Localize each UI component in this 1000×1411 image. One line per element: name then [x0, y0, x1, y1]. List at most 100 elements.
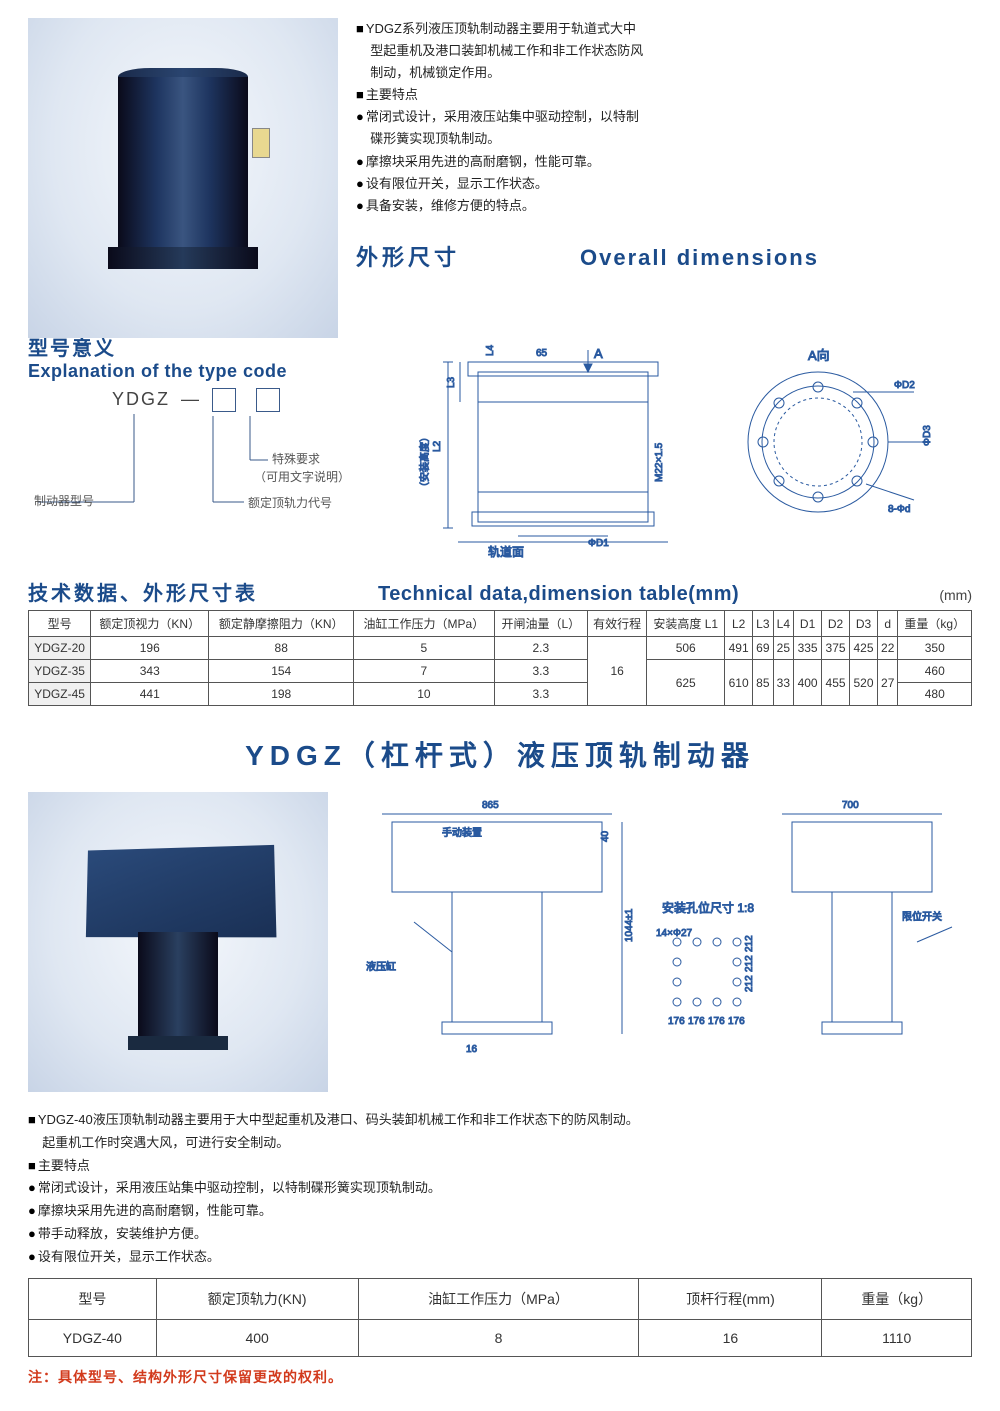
product-photo-2: [28, 792, 328, 1092]
cell: 455: [822, 660, 850, 706]
cell: 425: [850, 637, 878, 660]
top-section: YDGZ系列液压顶轨制动器主要用于轨道式大中 型起重机及港口装卸机械工作和非工作…: [0, 0, 1000, 338]
th: 有效行程: [588, 611, 647, 637]
table-header-row: 型号 额定顶视力（KN） 额定静摩擦阻力（KN） 油缸工作压力（MPa） 开闸油…: [29, 611, 972, 637]
th: 额定顶轨力(KN): [156, 1279, 358, 1320]
table-header-row: 型号 额定顶轨力(KN) 油缸工作压力（MPa） 顶杆行程(mm) 重量（kg）: [29, 1279, 972, 1320]
section2-row: 865 手动装置 液压缸 1044±1 40 16 安装孔位尺寸 1:8: [0, 792, 1000, 1095]
svg-text:L2: L2: [432, 440, 443, 452]
th: L3: [753, 611, 774, 637]
cell: 88: [209, 637, 354, 660]
lbl-special1: 特殊要求: [272, 450, 320, 467]
cell: 16: [639, 1320, 822, 1357]
svg-text:ΦD2: ΦD2: [894, 380, 915, 391]
th: L4: [773, 611, 794, 637]
intro-line: 型起重机及港口装卸机械工作和非工作状态防风: [356, 40, 972, 62]
th: 重量（kg）: [898, 611, 972, 637]
svg-text:（安装高度）: （安装高度）: [418, 432, 431, 492]
svg-text:限位开关: 限位开关: [902, 910, 942, 923]
engineering-drawing-2: 865 手动装置 液压缸 1044±1 40 16 安装孔位尺寸 1:8: [342, 792, 962, 1095]
tech-title-en: Technical data,dimension table(mm): [378, 583, 739, 606]
cell: 25: [773, 637, 794, 660]
svg-text:700: 700: [842, 800, 859, 811]
cell: 400: [794, 660, 822, 706]
svg-text:液压缸: 液压缸: [366, 960, 396, 973]
svg-text:安装孔位尺寸 1:8: 安装孔位尺寸 1:8: [662, 900, 754, 915]
dim-title-en: Overall dimensions: [580, 239, 819, 276]
cell: 22: [877, 637, 898, 660]
cell: 7: [354, 660, 494, 683]
svg-text:ΦD3: ΦD3: [922, 425, 933, 446]
cell: 3.3: [494, 683, 588, 706]
svg-text:212: 212: [744, 935, 755, 952]
cell: 375: [822, 637, 850, 660]
cell: 198: [209, 683, 354, 706]
cell: 69: [753, 637, 774, 660]
cell: 27: [877, 660, 898, 706]
product-photo-1: [28, 18, 338, 338]
th: L2: [725, 611, 753, 637]
svg-text:L3: L3: [446, 376, 457, 388]
th: 额定静摩擦阻力（KN）: [209, 611, 354, 637]
feature: 设有限位开关，显示工作状态。: [356, 173, 972, 195]
tech-header-row: 技术数据、外形尺寸表 Technical data,dimension tabl…: [0, 565, 1000, 610]
cell: YDGZ-35: [29, 660, 91, 683]
cell: 350: [898, 637, 972, 660]
table-row: YDGZ-40 400 8 16 1110: [29, 1320, 972, 1357]
svg-text:865: 865: [482, 800, 499, 811]
tech-title-zh: 技术数据、外形尺寸表: [28, 577, 258, 606]
table-row: YDGZ-20 196 88 5 2.3 16 506 491 69 25 33…: [29, 637, 972, 660]
svg-text:176: 176: [688, 1016, 705, 1027]
cell: 400: [156, 1320, 358, 1357]
svg-text:65: 65: [536, 348, 548, 359]
lbl-brake: 制动器型号: [34, 492, 94, 509]
cell: 480: [898, 683, 972, 706]
svg-text:176: 176: [728, 1016, 745, 1027]
th: d: [877, 611, 898, 637]
cell: 520: [850, 660, 878, 706]
spec-table-2: 型号 额定顶轨力(KN) 油缸工作压力（MPa） 顶杆行程(mm) 重量（kg）…: [28, 1278, 972, 1357]
cell: YDGZ-45: [29, 683, 91, 706]
feature: 具备安装，维修方便的特点。: [356, 195, 972, 217]
cell: 625: [647, 660, 725, 706]
svg-text:40: 40: [600, 830, 611, 842]
th: 油缸工作压力（MPa）: [354, 611, 494, 637]
th: D3: [850, 611, 878, 637]
cylinder-graphic: [118, 68, 248, 268]
intro2-line: 起重机工作时突遇大风，可进行安全制动。: [28, 1132, 972, 1155]
svg-text:手动装置: 手动装置: [442, 826, 482, 839]
th: 额定顶视力（KN）: [91, 611, 209, 637]
type-and-diagram-row: 型号意义 Explanation of the type code YDGZ —: [0, 342, 1000, 565]
svg-text:212: 212: [744, 975, 755, 992]
svg-text:1044±1: 1044±1: [624, 908, 635, 942]
feature2: 带手动释放，安装维护方便。: [28, 1223, 972, 1246]
feature: 常闭式设计，采用液压站集中驱动控制，以特制: [356, 106, 972, 128]
section2-title: YDGZ（杠杆式）液压顶轨制动器: [0, 734, 1000, 774]
intro-text: YDGZ系列液压顶轨制动器主要用于轨道式大中 型起重机及港口装卸机械工作和非工作…: [356, 18, 972, 338]
engineering-drawing-1: L2 L3 L4 65 A （安装高度） 轨道面 ΦD1: [388, 342, 972, 565]
intro-line: 制动，机械锁定作用。: [356, 62, 972, 84]
svg-text:A: A: [594, 346, 603, 361]
cell: 2.3: [494, 637, 588, 660]
dim-title-zh: 外形尺寸: [356, 239, 460, 276]
svg-text:轨道面: 轨道面: [488, 545, 524, 559]
cell: 1110: [822, 1320, 972, 1357]
svg-text:L4: L4: [485, 344, 496, 356]
cell: 16: [588, 637, 647, 706]
cell: 5: [354, 637, 494, 660]
feature: 碟形簧实现顶轨制动。: [356, 128, 972, 150]
cell: 491: [725, 637, 753, 660]
features-header: 主要特点: [356, 84, 972, 106]
cell: 85: [753, 660, 774, 706]
th: 型号: [29, 1279, 157, 1320]
th: 重量（kg）: [822, 1279, 972, 1320]
cell: 3.3: [494, 660, 588, 683]
th: D1: [794, 611, 822, 637]
feature2: 设有限位开关，显示工作状态。: [28, 1246, 972, 1269]
lbl-special2: （可用文字说明）: [254, 468, 350, 485]
lbl-rated: 额定顶轨力代号: [248, 494, 332, 511]
cell: 196: [91, 637, 209, 660]
th: 安装高度 L1: [647, 611, 725, 637]
cell: 10: [354, 683, 494, 706]
cell: 460: [898, 660, 972, 683]
